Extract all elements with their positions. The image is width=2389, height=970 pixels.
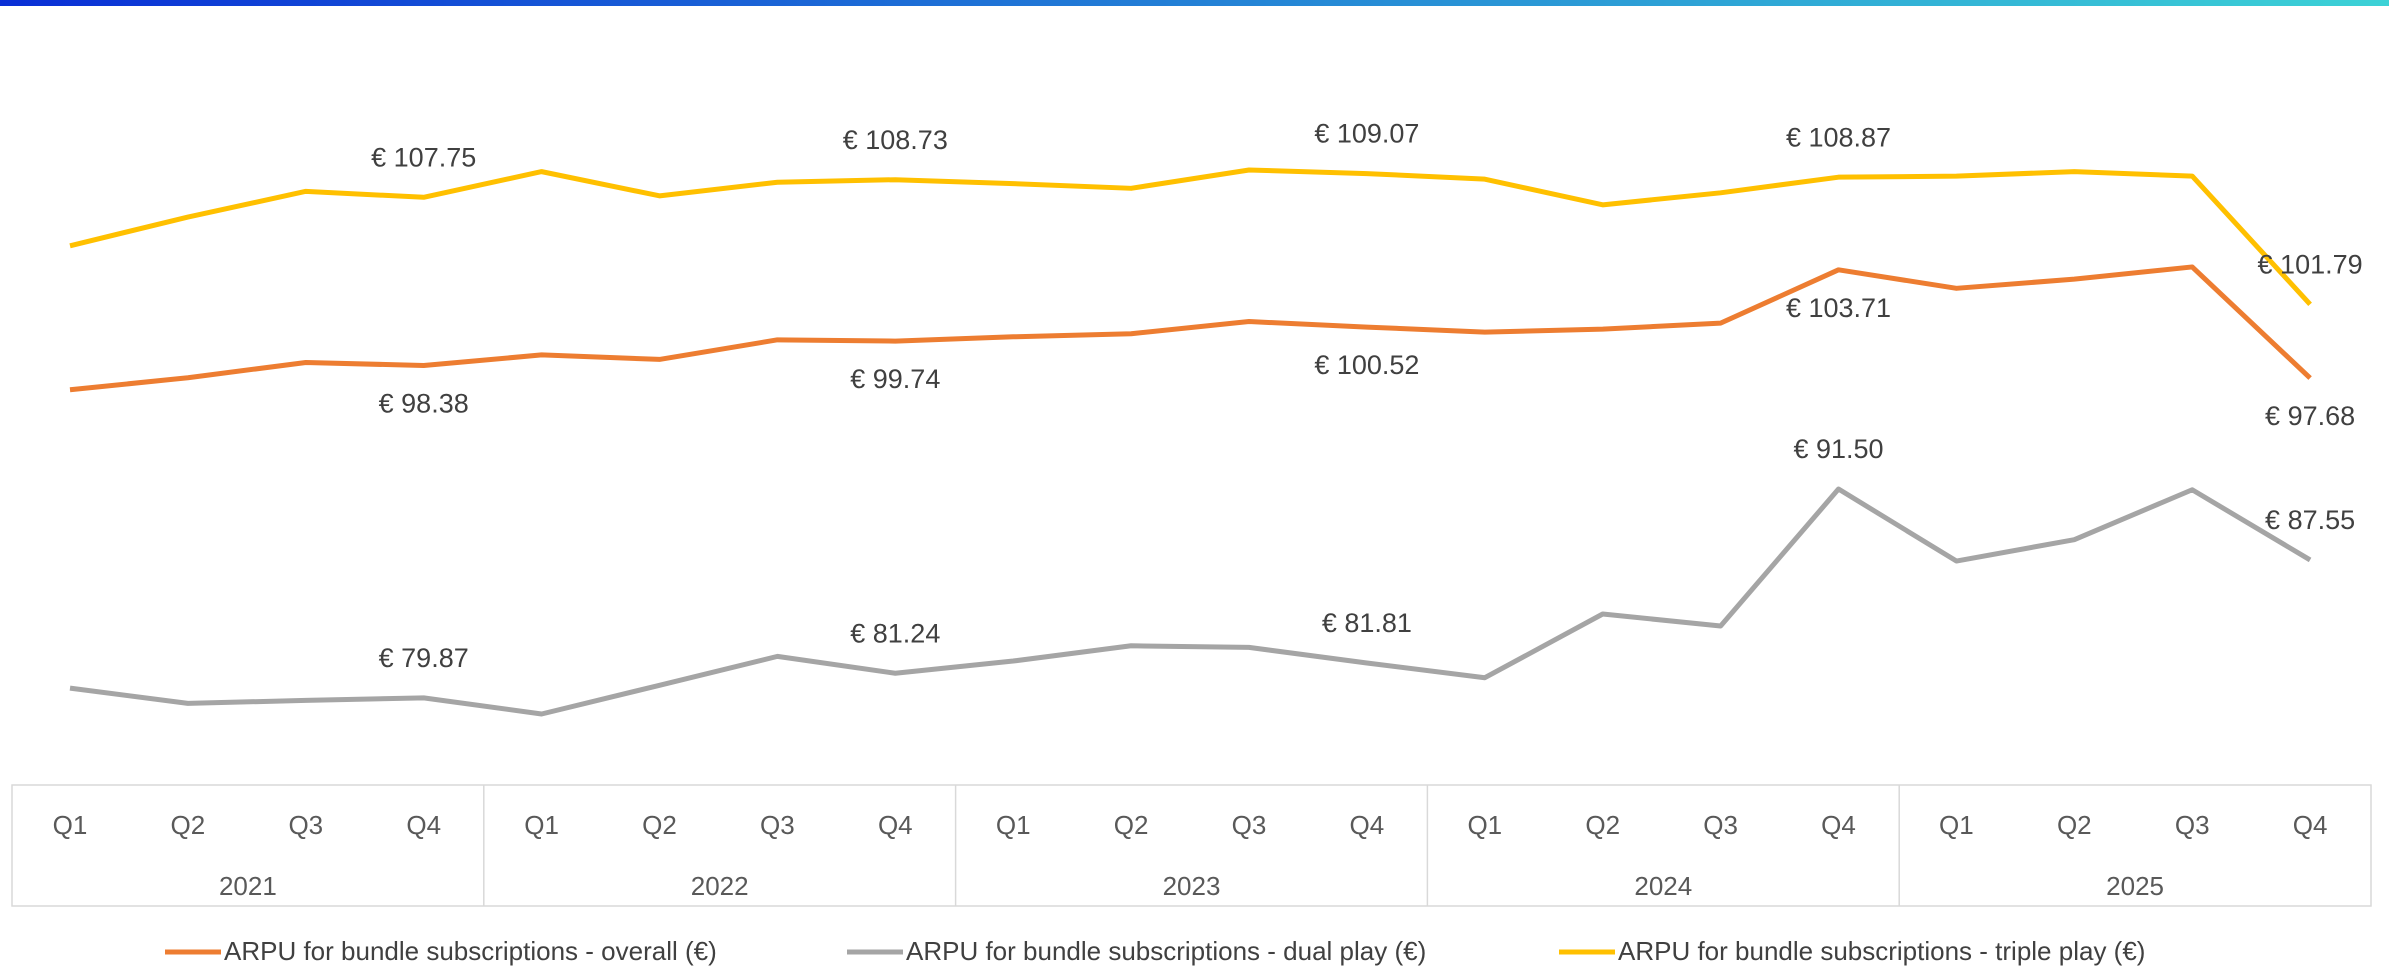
x-tick-label: Q4 [406,810,441,840]
x-tick-label: Q4 [1350,810,1385,840]
legend-label: ARPU for bundle subscriptions - dual pla… [906,936,1426,966]
data-label: € 91.50 [1793,434,1883,464]
data-label: € 99.74 [850,364,940,394]
data-label: € 103.71 [1786,293,1891,323]
x-tick-label: Q1 [524,810,559,840]
x-tick-label: Q1 [1467,810,1502,840]
data-label: € 81.81 [1322,608,1412,638]
x-tick-label: Q3 [760,810,795,840]
group-label: 2021 [219,871,277,901]
x-tick-label: Q1 [996,810,1031,840]
x-tick-label: Q3 [1703,810,1738,840]
x-tick-label: Q2 [2057,810,2092,840]
series-line [69,486,2312,717]
group-label: 2023 [1163,871,1221,901]
group-label: 2022 [691,871,749,901]
group-label: 2025 [2106,871,2164,901]
data-label: € 79.87 [379,643,469,673]
data-label: € 101.79 [2258,249,2363,279]
x-tick-label: Q2 [642,810,677,840]
x-tick-label: Q4 [2293,810,2328,840]
x-tick-label: Q2 [1114,810,1149,840]
data-label: € 108.73 [843,125,948,155]
data-label: € 108.87 [1786,122,1891,152]
x-tick-label: Q3 [288,810,323,840]
x-tick-label: Q2 [1585,810,1620,840]
series-line [69,264,2312,393]
data-label: € 81.24 [850,618,940,648]
data-label: € 100.52 [1314,350,1419,380]
data-label: € 98.38 [379,389,469,419]
data-label: € 97.68 [2265,401,2355,431]
axis-box [11,784,2372,907]
legend-label: ARPU for bundle subscriptions - overall … [224,936,717,966]
x-tick-label: Q3 [2175,810,2210,840]
data-label: € 109.07 [1314,119,1419,149]
series-line [69,167,2312,306]
legend-label: ARPU for bundle subscriptions - triple p… [1618,936,2145,966]
group-label: 2024 [1634,871,1692,901]
x-tick-label: Q4 [878,810,913,840]
data-label: € 87.55 [2265,505,2355,535]
x-tick-label: Q3 [1232,810,1267,840]
data-label: € 107.75 [371,142,476,172]
x-tick-label: Q1 [1939,810,1974,840]
x-tick-label: Q4 [1821,810,1856,840]
top-bar [0,0,2389,6]
x-tick-label: Q2 [171,810,206,840]
x-tick-label: Q1 [53,810,88,840]
